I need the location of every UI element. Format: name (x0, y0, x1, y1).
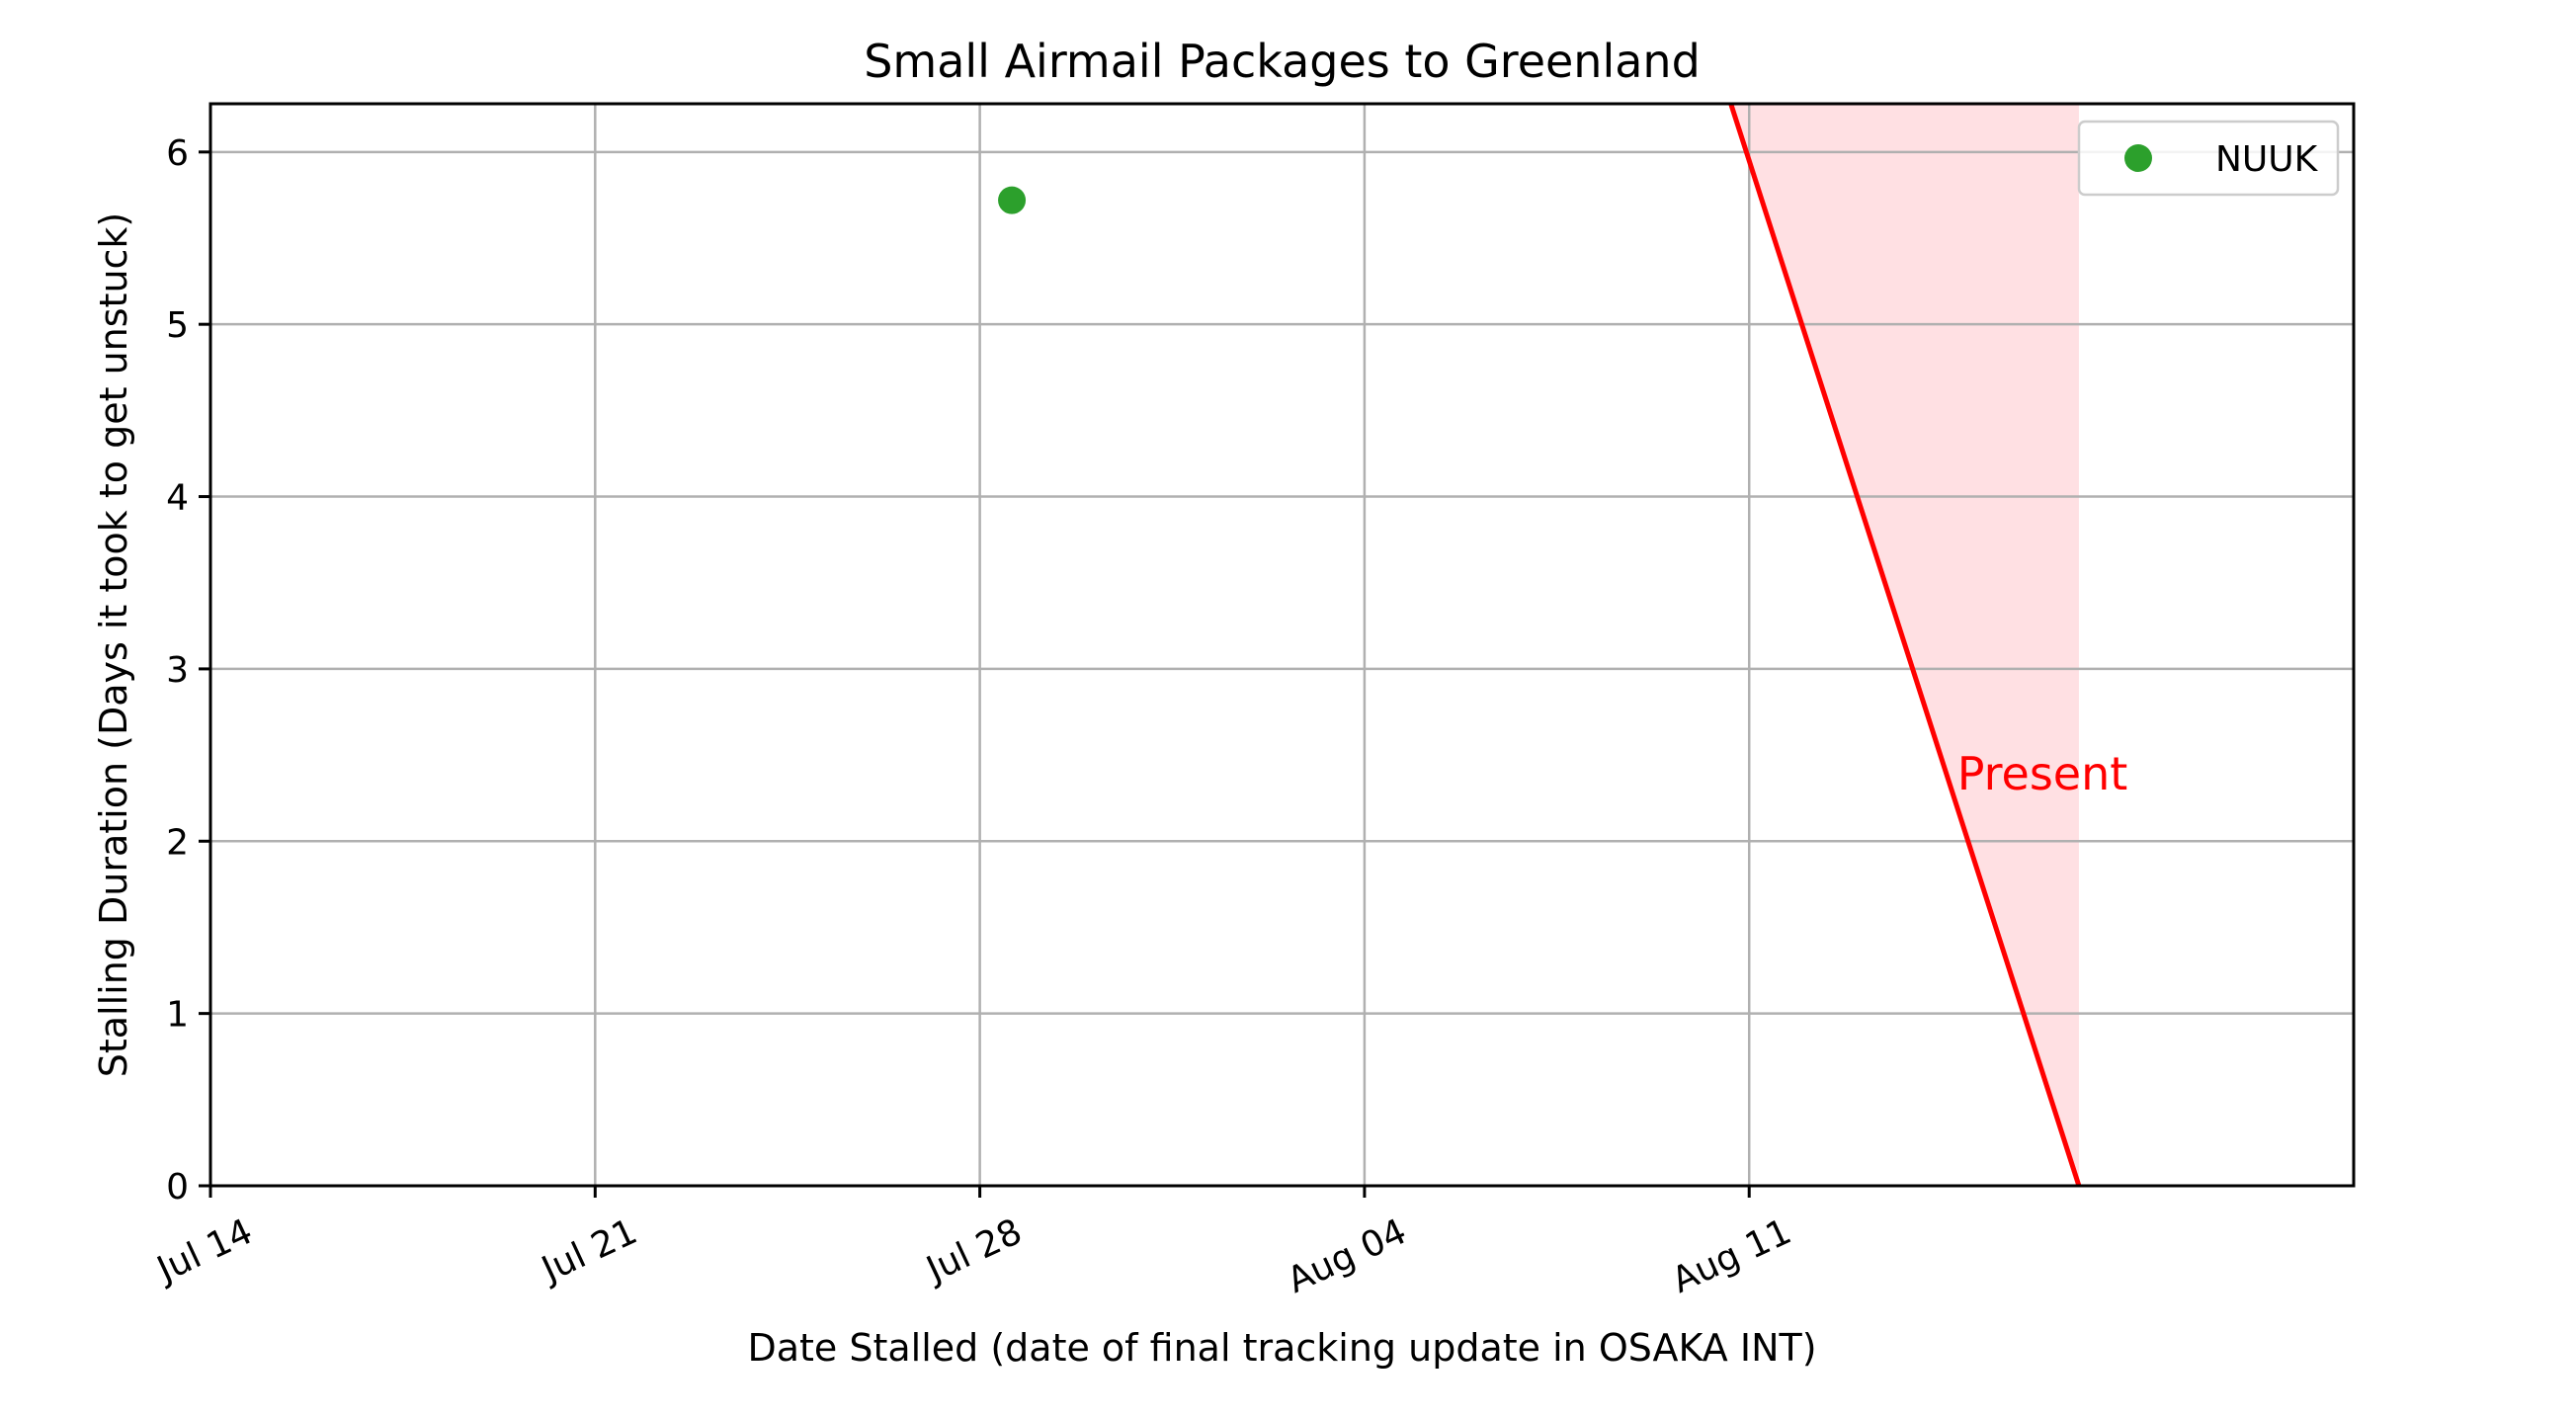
y-tick-label-1: 1 (166, 995, 189, 1036)
legend-marker-nuuk (2124, 144, 2152, 172)
present-annotation: Present (1957, 747, 2128, 800)
y-axis-label: Stalling Duration (Days it took to get u… (92, 212, 135, 1078)
present-line (1728, 103, 2082, 1187)
chart-title: Small Airmail Packages to Greenland (864, 35, 1701, 88)
y-tick-label-5: 5 (166, 305, 189, 346)
legend-box (2077, 120, 2340, 197)
y-tick-label-3: 3 (166, 650, 189, 691)
plot-frame (208, 102, 2356, 1188)
y-tick-label-2: 2 (166, 822, 189, 863)
axes-layer (208, 102, 2356, 1188)
data-point-0-0 (998, 186, 1027, 214)
legend: NUUK (2077, 120, 2340, 197)
x-axis-label: Date Stalled (date of final tracking upd… (747, 1326, 1816, 1370)
y-tick-label-0: 0 (166, 1167, 189, 1208)
y-tick-label-6: 6 (166, 133, 189, 174)
present-line-layer (1728, 103, 2082, 1187)
legend-label-nuuk: NUUK (2215, 139, 2319, 180)
y-tick-label-4: 4 (166, 478, 189, 519)
point-layer (998, 186, 1027, 214)
